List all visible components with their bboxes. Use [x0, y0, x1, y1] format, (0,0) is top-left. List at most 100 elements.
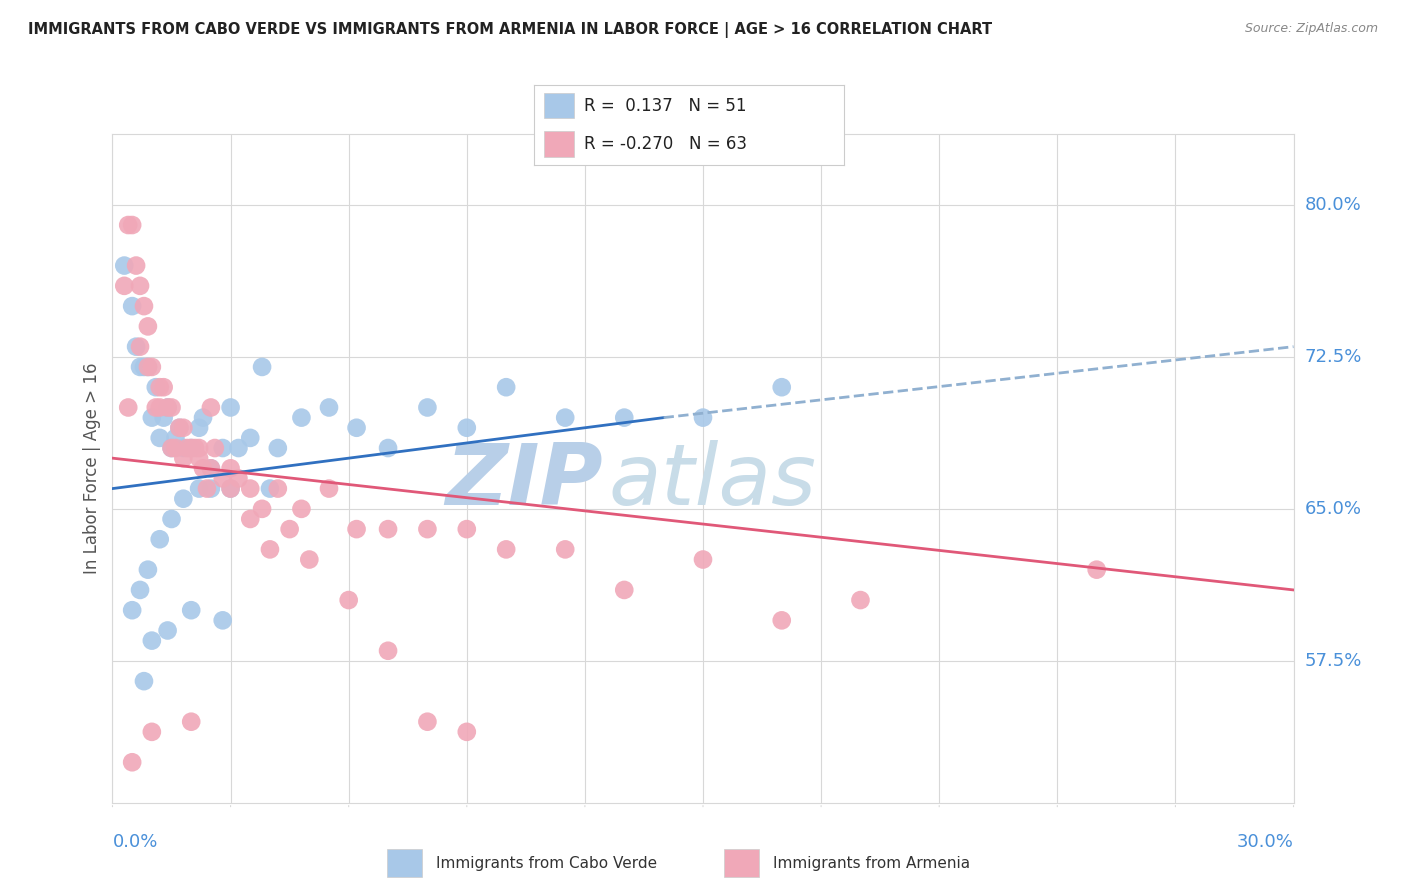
Text: 30.0%: 30.0%	[1237, 833, 1294, 851]
Point	[184, 441, 207, 455]
Point	[188, 441, 211, 455]
Point	[770, 613, 793, 627]
Point	[211, 471, 233, 485]
Point	[141, 410, 163, 425]
Point	[377, 644, 399, 658]
Point	[228, 471, 250, 485]
Text: 57.5%: 57.5%	[1305, 652, 1362, 670]
Bar	[387, 849, 422, 877]
Text: atlas: atlas	[609, 440, 817, 524]
Point	[160, 441, 183, 455]
Point	[554, 410, 576, 425]
Point	[239, 431, 262, 445]
Point	[239, 482, 262, 496]
Point	[121, 603, 143, 617]
Point	[136, 319, 159, 334]
Point	[141, 359, 163, 374]
Y-axis label: In Labor Force | Age > 16: In Labor Force | Age > 16	[83, 362, 101, 574]
Point	[180, 441, 202, 455]
Point	[211, 613, 233, 627]
Text: 0.0%: 0.0%	[112, 833, 157, 851]
Point	[165, 441, 187, 455]
Point	[136, 359, 159, 374]
Point	[172, 491, 194, 506]
Point	[200, 461, 222, 475]
Point	[141, 633, 163, 648]
Bar	[544, 131, 575, 157]
Point	[346, 421, 368, 435]
Point	[156, 624, 179, 638]
Point	[112, 259, 135, 273]
Point	[172, 441, 194, 455]
Point	[1085, 563, 1108, 577]
Point	[145, 380, 167, 394]
Point	[554, 542, 576, 557]
Text: R = -0.270   N = 63: R = -0.270 N = 63	[583, 135, 747, 153]
Point	[456, 724, 478, 739]
Point	[211, 441, 233, 455]
Text: 72.5%: 72.5%	[1305, 348, 1362, 366]
Point	[121, 299, 143, 313]
Point	[219, 401, 242, 415]
Point	[416, 714, 439, 729]
Point	[228, 441, 250, 455]
Point	[692, 552, 714, 566]
Point	[125, 340, 148, 354]
Point	[156, 401, 179, 415]
Point	[290, 410, 312, 425]
Text: Immigrants from Armenia: Immigrants from Armenia	[773, 855, 970, 871]
Point	[416, 401, 439, 415]
Point	[169, 421, 191, 435]
Point	[160, 512, 183, 526]
Point	[160, 441, 183, 455]
Point	[613, 582, 636, 597]
Point	[132, 359, 155, 374]
Point	[136, 563, 159, 577]
Point	[149, 533, 172, 547]
Text: 80.0%: 80.0%	[1305, 195, 1361, 214]
Point	[152, 380, 174, 394]
Point	[180, 714, 202, 729]
Text: 65.0%: 65.0%	[1305, 500, 1361, 518]
Point	[152, 410, 174, 425]
Point	[318, 482, 340, 496]
Point	[267, 482, 290, 496]
Point	[156, 401, 179, 415]
Point	[290, 501, 312, 516]
Point	[692, 410, 714, 425]
Point	[239, 512, 262, 526]
Point	[112, 278, 135, 293]
Point	[495, 380, 517, 394]
Point	[129, 359, 152, 374]
Point	[195, 482, 218, 496]
Point	[129, 582, 152, 597]
Point	[204, 441, 226, 455]
Point	[165, 431, 187, 445]
Point	[267, 441, 290, 455]
Point	[117, 218, 139, 232]
Point	[141, 724, 163, 739]
Point	[172, 421, 194, 435]
Point	[160, 401, 183, 415]
Point	[121, 756, 143, 770]
Point	[346, 522, 368, 536]
Point	[377, 441, 399, 455]
Point	[136, 359, 159, 374]
Point	[456, 421, 478, 435]
Point	[188, 482, 211, 496]
Point	[495, 542, 517, 557]
Point	[149, 401, 172, 415]
Text: Source: ZipAtlas.com: Source: ZipAtlas.com	[1244, 22, 1378, 36]
Point	[176, 441, 198, 455]
Point	[172, 451, 194, 466]
Point	[416, 522, 439, 536]
Text: IMMIGRANTS FROM CABO VERDE VS IMMIGRANTS FROM ARMENIA IN LABOR FORCE | AGE > 16 : IMMIGRANTS FROM CABO VERDE VS IMMIGRANTS…	[28, 22, 993, 38]
Point	[278, 522, 301, 536]
Point	[129, 278, 152, 293]
Point	[456, 522, 478, 536]
Point	[188, 421, 211, 435]
Point	[180, 441, 202, 455]
Point	[377, 522, 399, 536]
Point	[188, 451, 211, 466]
Point	[298, 552, 321, 566]
